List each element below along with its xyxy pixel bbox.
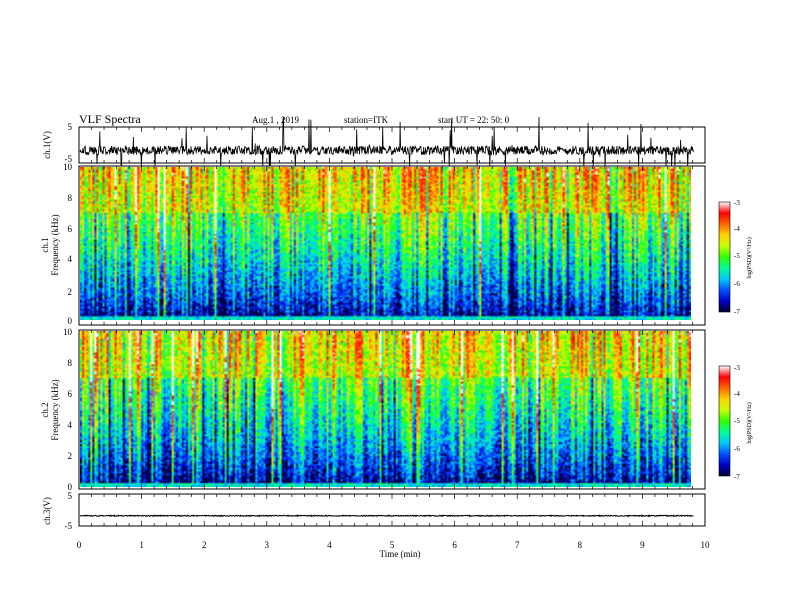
ch2-cb-tick-m6: -6 <box>734 445 740 453</box>
time-tick-label: 9 <box>640 540 645 550</box>
ch2-freq-tick-8: 8 <box>68 358 73 368</box>
time-tick-label: 4 <box>327 540 332 550</box>
ch3-x-ticks <box>78 494 706 526</box>
date-label: Aug.1 , 2019 <box>252 115 299 125</box>
ch1-freq-tick-0: 0 <box>68 316 73 326</box>
ch2-freq-tick-4: 4 <box>68 420 73 430</box>
ch2-freq-tick-6: 6 <box>68 389 73 399</box>
ch2-freq-tick-2: 2 <box>68 451 73 461</box>
ch1-spectrogram-ticks <box>78 166 706 325</box>
ch3-waveform-panel: 5 -5 ch.3(V) <box>42 491 706 531</box>
ch1-colorbar: -3 -4 -5 -6 -7 log(PSD)(V²/Hz) <box>718 199 753 316</box>
figure-title: VLF Spectra <box>79 112 141 126</box>
ch2-cb-tick-m3: -3 <box>734 364 740 372</box>
ch1-channel-label: ch.1 <box>40 237 50 252</box>
ch2-spectrogram-ticks <box>78 330 706 489</box>
ch3-waveform-trace <box>79 514 694 518</box>
ch1-colorbar-gradient <box>718 201 731 313</box>
time-tick-label: 5 <box>390 540 395 550</box>
time-tick-label: 10 <box>701 540 711 550</box>
ch1-freq-tick-4: 4 <box>68 254 73 264</box>
ch1-cb-tick-m7: -7 <box>734 308 740 316</box>
ch2-channel-label: ch.2 <box>40 402 50 417</box>
ch2-cb-tick-m5: -5 <box>734 417 740 425</box>
ch1-ytick-bottom: -5 <box>65 154 73 164</box>
ch1-colorbar-label: log(PSD)(V²/Hz) <box>746 237 753 278</box>
time-tick-label: 3 <box>265 540 270 550</box>
station-label: station=ITK <box>344 115 389 125</box>
ch1-waveform-trace <box>79 116 694 168</box>
ch2-cb-tick-m7: -7 <box>734 473 740 481</box>
ch1-y-axis-label: ch.1(V) <box>42 131 52 159</box>
ch1-freq-tick-6: 6 <box>68 224 73 234</box>
ch1-waveform-panel: 5 -5 ch.1(V) <box>42 116 706 168</box>
ch1-cb-tick-m5: -5 <box>734 252 740 260</box>
ch1-freq-tick-10: 10 <box>63 162 73 172</box>
ch2-spectrogram-image <box>80 331 691 487</box>
time-tick-label: 0 <box>77 540 82 550</box>
ch1-cb-tick-m4: -4 <box>734 225 740 233</box>
ch2-frequency-label: Frequency (kHz) <box>50 379 60 440</box>
ch2-freq-tick-10: 10 <box>63 327 73 337</box>
ch3-y-axis-label: ch.3(V) <box>42 497 52 525</box>
time-axis-label: Time (min) <box>380 549 421 559</box>
time-tick-label: 2 <box>202 540 207 550</box>
ch1-ytick-top: 5 <box>68 122 73 132</box>
ch2-freq-tick-0: 0 <box>68 482 73 492</box>
ch1-freq-tick-2: 2 <box>68 287 73 297</box>
ch2-spectrogram-panel: 0 2 4 6 8 10 ch.2 Frequency (kHz) <box>40 327 706 492</box>
ch1-freq-tick-8: 8 <box>68 193 73 203</box>
ch2-colorbar-label: log(PSD)(V²/Hz) <box>746 402 753 443</box>
time-tick-label: 6 <box>452 540 457 550</box>
ch1-spectrogram-panel: 0 2 4 6 8 10 ch.1 Frequency (kHz) <box>40 162 706 326</box>
time-tick-label: 1 <box>139 540 144 550</box>
time-tick-label: 7 <box>515 540 520 550</box>
ch2-cb-tick-m4: -4 <box>734 390 740 398</box>
ch1-frequency-label: Frequency (kHz) <box>50 214 60 275</box>
start-time-label: start UT = 22: 50: 0 <box>438 115 510 125</box>
ch1-spectrogram-image <box>80 167 691 320</box>
time-tick-label: 8 <box>578 540 583 550</box>
ch2-colorbar-gradient <box>718 365 731 477</box>
ch1-cb-tick-m3: -3 <box>734 199 740 207</box>
ch3-ytick-bottom: -5 <box>65 521 73 531</box>
ch1-x-ticks <box>78 127 706 163</box>
time-axis-tick-labels: 0 1 2 3 4 5 6 7 8 9 10 <box>77 540 710 550</box>
ch1-cb-tick-m6: -6 <box>734 280 740 288</box>
ch3-ytick-top: 5 <box>68 491 73 501</box>
ch2-colorbar: -3 -4 -5 -6 -7 log(PSD)(V²/Hz) <box>718 364 753 481</box>
